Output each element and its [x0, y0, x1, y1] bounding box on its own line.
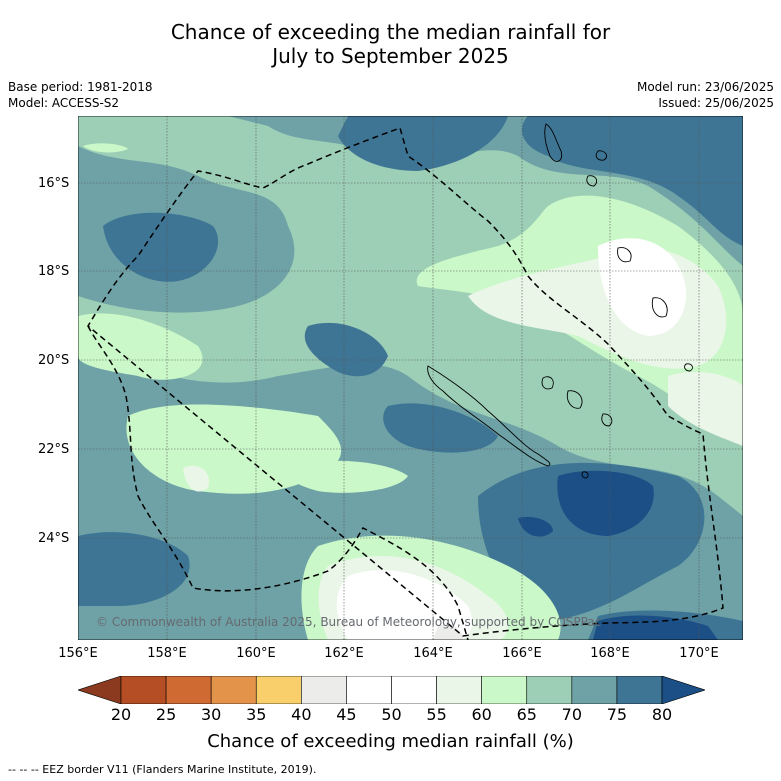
colorbar-tick-label: 75 [606, 705, 628, 724]
band-80-plus-1 [557, 470, 654, 536]
lat-label-18s: 18°S [38, 264, 70, 279]
colorbar-cell [255, 676, 302, 704]
colorbar-cell [301, 676, 347, 704]
colorbar-extend-low [78, 676, 122, 704]
model-run: Model run: 23/06/2025 [636, 80, 774, 94]
copyright-text: © Commonwealth of Australia 2025, Bureau… [96, 615, 601, 629]
colorbar-cell [436, 676, 482, 704]
band-75-80-top [338, 116, 508, 171]
colorbar-tick-label: 25 [155, 705, 177, 724]
colorbar-title: Chance of exceeding median rainfall (%) [207, 731, 574, 752]
colorbar-cell [120, 676, 167, 704]
band-75-80-mid [304, 322, 388, 377]
lat-label-20s: 20°S [38, 353, 70, 368]
colorbar-tick-label: 55 [426, 705, 447, 724]
graticule [78, 116, 743, 640]
lon-label-162e: 162°E [324, 646, 364, 661]
colorbar-tick-label: 70 [561, 705, 583, 724]
lat-label-16s: 16°S [38, 176, 70, 191]
band-55-60-east [668, 371, 743, 446]
title-line-1: Chance of exceeding the median rainfall … [170, 20, 611, 44]
title-line-2: July to September 2025 [272, 44, 509, 68]
loyalty-island-1 [541, 376, 554, 390]
band-60-65-west [78, 313, 203, 380]
colorbar-tick-label: 50 [381, 705, 402, 724]
colorbar-cell [481, 676, 528, 704]
colorbar-tick-label: 45 [336, 705, 357, 724]
chart-title: Chance of exceeding the median rainfall … [0, 20, 781, 68]
new-caledonia-island [427, 365, 551, 467]
coastlines [427, 123, 693, 479]
colorbar-cell [526, 676, 573, 704]
band-60-65-upper [83, 143, 128, 153]
lat-label-22s: 22°S [38, 442, 70, 457]
model-name: Model: ACCESS-S2 [8, 96, 120, 110]
issued-date: Issued: 25/06/2025 [658, 96, 774, 110]
meta-left: Base period: 1981-2018 Model: ACCESS-S2 [8, 79, 153, 111]
vanuatu-island-1 [544, 123, 563, 162]
colorbar-cell [571, 676, 618, 704]
eez-border [87, 127, 724, 640]
colorbar-cell [391, 676, 437, 704]
colorbar-tick-label: 20 [110, 705, 132, 724]
meta-right: Model run: 23/06/2025 Issued: 25/06/2025 [637, 79, 774, 111]
loyalty-island-2 [566, 390, 583, 409]
contour-fills [78, 116, 743, 640]
vanuatu-island-3 [586, 175, 598, 187]
colorbar-tick-label: 60 [471, 705, 492, 724]
colorbar-tick-label: 30 [200, 705, 222, 724]
colorbar-extend-high [661, 676, 705, 704]
band-55-60-sw [183, 465, 209, 492]
colorbar [78, 676, 705, 704]
footnote: -- -- -- EEZ border V11 (Flanders Marine… [8, 763, 317, 776]
lon-label-158e: 158°E [147, 646, 187, 661]
band-45-50-south [433, 624, 463, 640]
vanuatu-island-4 [617, 247, 632, 263]
vanuatu-island-2 [595, 150, 608, 161]
band-80-plus-2 [518, 516, 553, 537]
band-50-55-ne [598, 238, 687, 336]
colorbar-cells [78, 676, 705, 704]
colorbar-cell [210, 676, 257, 704]
colorbar-cell [616, 676, 663, 704]
band-50-55-south [336, 570, 473, 640]
rainfall-map: © Commonwealth of Australia 2025, Bureau… [78, 116, 743, 640]
small-island-2 [684, 363, 693, 372]
small-island-1 [581, 471, 589, 479]
band-80-plus-3 [593, 615, 718, 640]
colorbar-tick-label: 35 [246, 705, 267, 724]
lon-label-166e: 166°E [502, 646, 542, 661]
loyalty-island-3 [601, 413, 613, 427]
lon-label-160e: 160°E [236, 646, 276, 661]
colorbar-cell [346, 676, 392, 704]
band-75-80-sw [78, 532, 190, 606]
band-75-80-ne [522, 116, 743, 246]
band-75-80-nw [103, 212, 219, 282]
band-75-80-center [383, 403, 498, 453]
lon-label-168e: 168°E [590, 646, 630, 661]
lat-label-24s: 24°S [38, 531, 70, 546]
colorbar-tick-label: 65 [516, 705, 537, 724]
lon-label-164e: 164°E [413, 646, 453, 661]
colorbar-cell [165, 676, 212, 704]
lon-label-156e: 156°E [58, 646, 98, 661]
base-period: Base period: 1981-2018 [8, 80, 153, 94]
band-60-65-mid [287, 460, 408, 493]
colorbar-tick-label: 40 [291, 705, 312, 724]
vanuatu-island-5 [651, 297, 668, 318]
colorbar-tick-label: 80 [651, 705, 673, 724]
lon-label-170e: 170°E [679, 646, 719, 661]
